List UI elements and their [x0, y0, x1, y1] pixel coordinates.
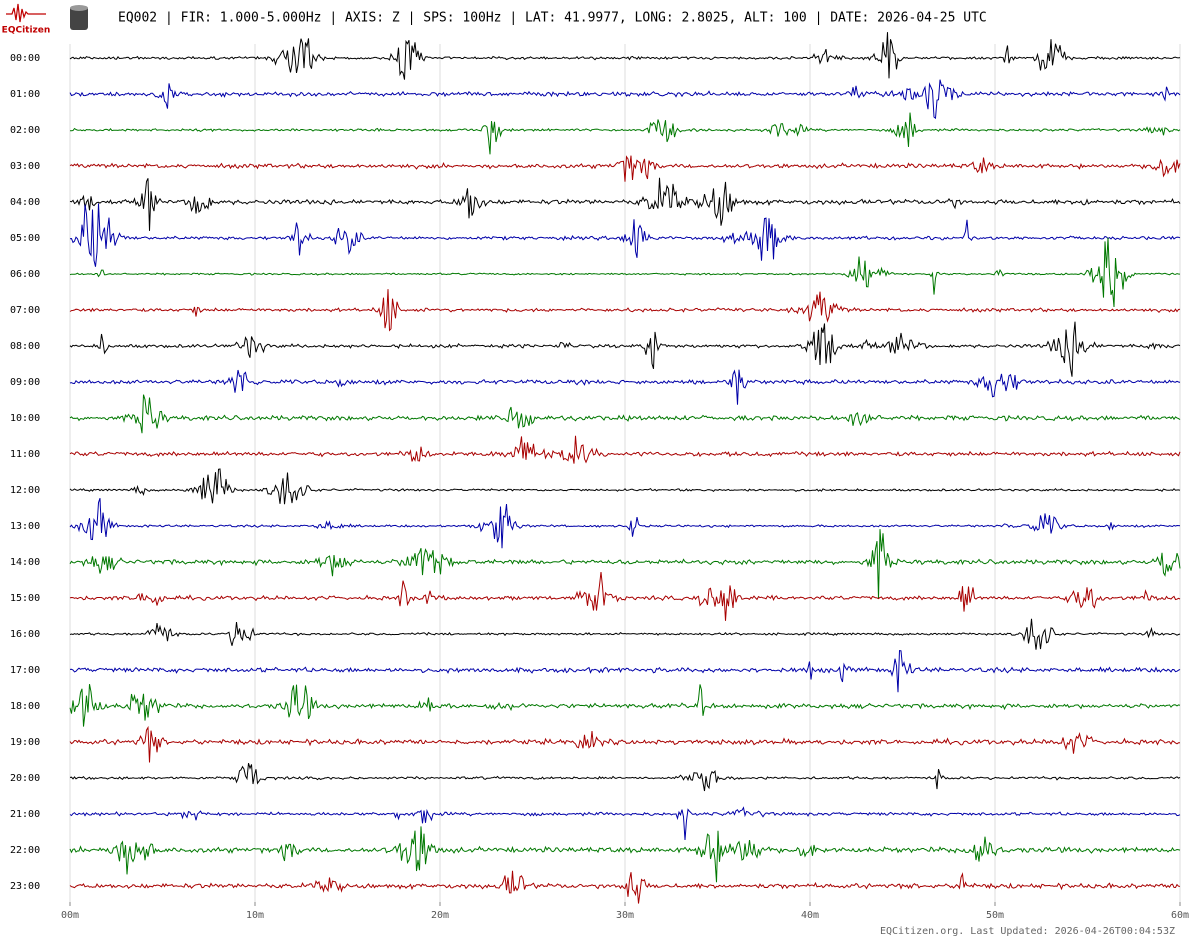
trace: [69, 870, 1181, 904]
trace: [69, 650, 1181, 693]
row-label: 05:00: [10, 233, 40, 244]
trace: [69, 763, 1181, 792]
row-label: 09:00: [10, 377, 40, 388]
trace: [69, 321, 1181, 377]
sensor-icon: [70, 6, 88, 30]
row-label: 13:00: [10, 521, 40, 532]
trace: [69, 725, 1181, 763]
x-tick-label: 20m: [431, 910, 449, 921]
row-label: 04:00: [10, 197, 40, 208]
row-label: 08:00: [10, 341, 40, 352]
x-tick-label: 40m: [801, 910, 819, 921]
x-tick-label: 50m: [986, 910, 1004, 921]
footer: EQCitizen.org. Last Updated: 2026-04-26T…: [880, 926, 1175, 937]
sensor-icon-top: [70, 5, 88, 11]
trace: [70, 112, 1181, 155]
row-label: 17:00: [10, 665, 40, 676]
trace: [69, 177, 1181, 231]
x-tick-label: 60m: [1171, 910, 1189, 921]
trace: [69, 571, 1181, 621]
logo-wave: [6, 3, 46, 23]
row-label: 01:00: [10, 89, 40, 100]
trace: [69, 618, 1181, 650]
trace: [69, 289, 1181, 332]
row-label: 18:00: [10, 701, 40, 712]
trace: [69, 529, 1181, 599]
row-label: 21:00: [10, 809, 40, 820]
row-label: 10:00: [10, 413, 40, 424]
trace: [69, 684, 1181, 727]
trace: [69, 826, 1181, 883]
row-label: 07:00: [10, 305, 40, 316]
trace: [69, 79, 1181, 120]
trace: [69, 394, 1181, 434]
trace: [69, 435, 1181, 464]
row-label: 16:00: [10, 629, 40, 640]
row-label: 22:00: [10, 845, 40, 856]
trace: [69, 203, 1181, 267]
trace: [69, 468, 1181, 505]
row-label: 02:00: [10, 125, 40, 136]
row-label: 12:00: [10, 485, 40, 496]
trace: [69, 155, 1181, 182]
trace: [69, 237, 1181, 308]
logo-text: EQCitizen: [2, 26, 51, 36]
trace: [69, 498, 1181, 549]
row-label: 15:00: [10, 593, 40, 604]
row-label: 06:00: [10, 269, 40, 280]
trace: [69, 32, 1181, 80]
x-tick-label: 10m: [246, 910, 264, 921]
row-label: 03:00: [10, 161, 40, 172]
row-label: 11:00: [10, 449, 40, 460]
row-label: 20:00: [10, 773, 40, 784]
trace: [69, 806, 1181, 841]
x-tick-label: 30m: [616, 910, 634, 921]
chart-title: EQ002 | FIR: 1.000-5.000Hz | AXIS: Z | S…: [118, 11, 987, 26]
logo: EQCitizen: [2, 3, 88, 36]
x-tick-label: 00m: [61, 910, 79, 921]
row-label: 23:00: [10, 881, 40, 892]
trace: [69, 369, 1181, 405]
row-label: 00:00: [10, 53, 40, 64]
row-label: 19:00: [10, 737, 40, 748]
row-label: 14:00: [10, 557, 40, 568]
